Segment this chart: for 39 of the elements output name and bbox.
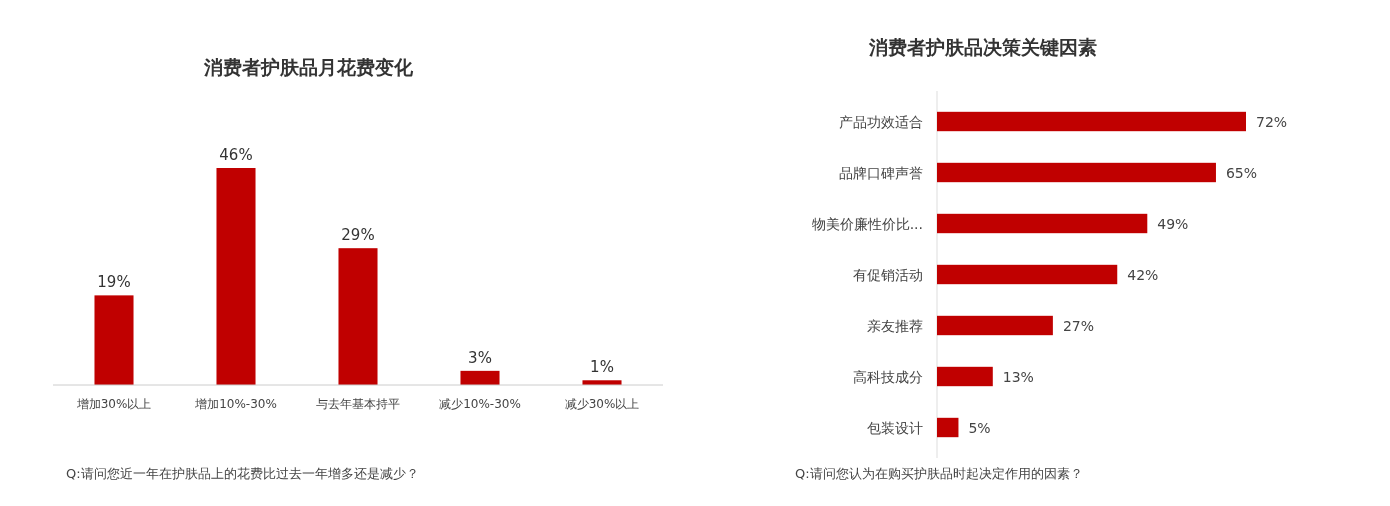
bar (338, 248, 378, 385)
data-label: 65% (1225, 164, 1258, 181)
text: Q:请问您认为在购买护肤品时起决定作用的因素？ (795, 466, 1083, 481)
bar (216, 168, 256, 385)
bar (94, 295, 134, 385)
data-label: 49% (1157, 215, 1189, 232)
y-tick-label: 品牌口碑声誉 (839, 164, 923, 181)
bar (460, 370, 500, 385)
data-label: 5% (968, 419, 991, 436)
y-tick-label: 有促销活动 (853, 266, 923, 283)
x-tick-label: 减少10%-30% (439, 397, 521, 411)
x-tick-label: 与去年基本持平 (316, 397, 400, 411)
bar (937, 315, 1053, 336)
bar (937, 264, 1118, 285)
x-tick-label: 增加30%以上 (75, 397, 152, 411)
bar (937, 111, 1246, 132)
data-label: 29% (341, 226, 375, 245)
y-tick-label: 产品功效适合 (839, 113, 923, 130)
data-label: 3% (468, 348, 492, 367)
data-label: 72% (1256, 113, 1288, 130)
data-label: 13% (1002, 368, 1034, 385)
chart-title: 消费者护肤品决策关键因素 (868, 36, 1097, 58)
bar (937, 213, 1148, 234)
data-label: 1% (590, 358, 614, 377)
bar (937, 417, 959, 438)
bar (937, 162, 1216, 183)
bar (937, 366, 993, 387)
text: Q:请问您近一年在护肤品上的花费比过去一年增多还是减少？ (66, 466, 419, 481)
x-tick-label: 增加10%-30% (194, 397, 277, 411)
chart-title: 消费者护肤品月花费变化 (202, 56, 414, 78)
y-tick-label: 物美价廉性价比... (811, 215, 923, 232)
data-label: 46% (219, 146, 253, 164)
data-label: 27% (1062, 317, 1094, 334)
y-tick-label: 高科技成分 (853, 368, 923, 385)
x-tick-label: 减少30%以上 (564, 397, 640, 411)
data-label: 19% (97, 273, 131, 292)
data-label: 42% (1127, 266, 1159, 283)
y-tick-label: 亲友推荐 (867, 317, 923, 334)
y-tick-label: 包装设计 (867, 419, 923, 436)
